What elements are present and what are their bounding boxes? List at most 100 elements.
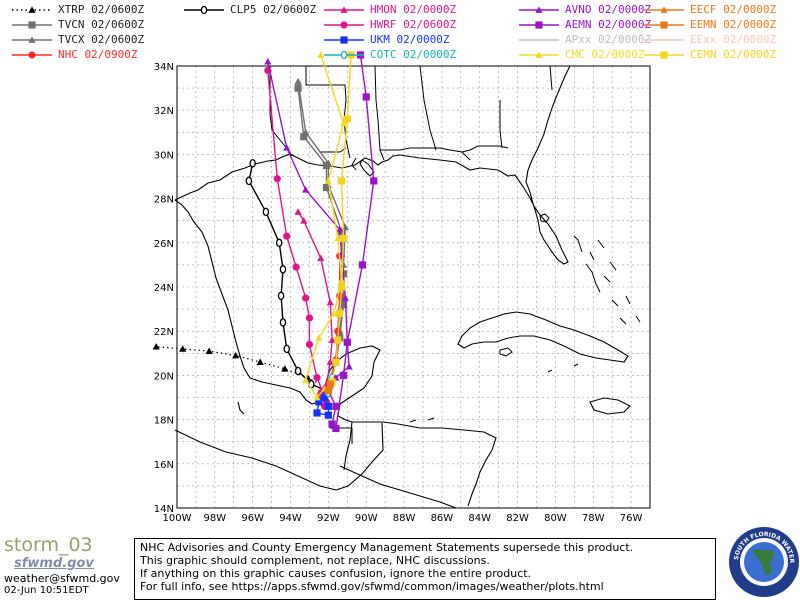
legend-marker [660,6,668,13]
legend-label: AVNO 02/0000Z [565,3,652,16]
lat-label: 32N [154,106,174,117]
track-point [313,409,321,417]
track-point [332,402,340,410]
track-point [328,336,336,343]
legend-item: UKM 02/0000Z [320,34,490,47]
coastlines [174,65,641,509]
us-coastline [174,65,571,265]
contact-email[interactable]: weather@sfwmd.gov [4,572,120,585]
track-point [292,263,300,271]
track-point [339,234,348,242]
track-point [313,393,321,401]
agency-site[interactable]: sfwmd.gov [14,556,94,571]
cayman [547,363,579,373]
forecast-tracks [152,51,378,433]
track-point [279,318,287,327]
track-clp5 [245,158,330,396]
track-point [305,314,314,322]
track-point [273,175,281,183]
lat-label: 18N [154,416,174,427]
legend-item: HMON 02/0000Z [320,4,490,17]
disclaimer-line: This graphic should complement, not repl… [140,554,490,567]
track-cmc [302,51,348,401]
disclaimer-line[interactable]: For full info, see https://apps.sfwmd.go… [140,580,604,593]
track-point [339,261,348,268]
legend-marker [340,6,348,13]
map-frame [176,65,651,509]
track-point [300,133,308,141]
track-point [343,338,351,346]
mexico-pacific [174,401,337,491]
isle-of-youth [499,347,513,357]
track-point [324,402,332,410]
legend-marker [28,6,36,13]
legend-swatch [12,36,52,43]
track-point [317,254,325,262]
legend-label: CMC 02/0000Z [565,48,645,61]
track-line [327,54,352,392]
track-point [283,232,291,240]
legend-label: AEMN 02/0000Z [565,18,652,31]
track-point [294,77,302,85]
legend-item: AVNO 02/0000Z [515,4,685,17]
track-point [315,398,323,406]
track-point [358,261,367,269]
track-point [283,344,290,354]
lon-label: 100W [163,513,192,524]
track-point [345,362,353,370]
lat-label: 20N [154,371,174,382]
legend-marker [28,51,36,59]
legend-swatch [12,21,52,29]
track-point [339,301,348,309]
track-point [305,340,314,349]
lon-label: 92W [317,513,340,524]
lon-label: 98W [204,513,227,524]
disclaimer-box: NHC Advisories and County Emergency Mana… [134,538,716,600]
lon-label: 84W [468,513,491,524]
legend-item: EEMN 02/0000Z [640,19,800,32]
track-point [324,411,332,419]
track-point [326,358,334,366]
legend-label: EEMN 02/0000Z [690,18,777,31]
track-point [302,294,310,302]
legend-item: CLP5 02/0600Z [180,4,350,17]
legend-marker [200,5,208,15]
track-point [313,374,321,382]
legend-item: EExx 02/0000Z [640,34,800,47]
legend-item: HWRF 02/0600Z [320,19,490,32]
storm-name: storm_03 [4,534,93,556]
legend-marker [660,51,668,59]
track-point [256,358,264,366]
legend-label: CEMN 02/0000Z [690,48,777,61]
track-point [339,371,348,379]
track-point [341,294,349,301]
legend-marker [340,36,348,44]
florida-shape-icon [752,550,774,576]
track-point [362,93,370,101]
legend-marker [535,6,543,13]
legend-item: APxx 02/0000Z [515,34,685,47]
legend-item: CEMN 02/0000Z [640,49,800,62]
lat-label: 30N [154,150,174,161]
lat-label: 14N [154,504,174,515]
map-grid [176,65,651,509]
legend-label: EExx 02/0000Z [690,33,777,46]
legend-label: UKM 02/0000Z [370,33,450,46]
legend-swatch [644,51,684,59]
track-point [315,334,323,341]
legend-item: NHC 02/0900Z [8,49,178,62]
legend-swatch [519,51,559,58]
track-point [232,351,240,359]
central-america [335,421,497,509]
state-borders [269,65,553,161]
legend-swatch [324,36,364,44]
mississippi-delta [351,157,375,177]
track-point [320,393,329,402]
track-point [283,144,291,151]
legend-item: AEMN 02/0000Z [515,19,685,32]
honduras-islands [409,417,435,423]
legend-swatch [184,5,224,15]
legend-marker [535,51,543,58]
branding: storm_03 sfwmd.gov weather@sfwmd.gov 02-… [4,534,134,600]
track-point [300,217,308,224]
